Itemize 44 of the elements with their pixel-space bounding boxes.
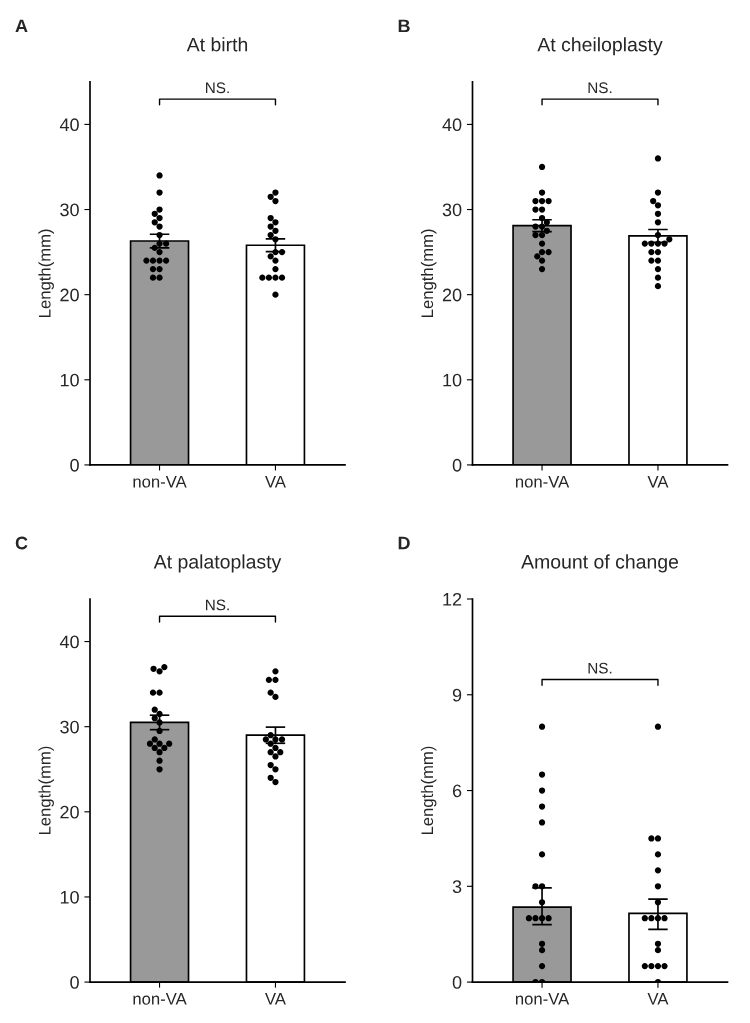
y-tick-label: 30 <box>60 720 79 734</box>
y-tick-label: 10 <box>443 373 462 387</box>
chart-title: At birth <box>186 37 248 52</box>
y-tick-label: 30 <box>60 203 79 217</box>
y-tick-label: 6 <box>452 784 462 798</box>
y-tick-label: 30 <box>442 203 462 217</box>
y-tick-label: 20 <box>60 288 79 302</box>
y-tick-label: 9 <box>452 688 462 702</box>
y-tick-label: 12 <box>443 592 462 606</box>
y-tick-label: 40 <box>442 118 462 132</box>
y-tick-label: 3 <box>452 880 462 894</box>
x-tick-label: non-VA <box>515 993 570 1005</box>
y-tick-label: 0 <box>70 458 79 472</box>
text: C <box>15 536 28 550</box>
text: B <box>398 19 410 33</box>
y-tick-label: 40 <box>59 635 79 649</box>
x-tick-label: non-VA <box>133 475 187 488</box>
y-tick-label: 0 <box>452 976 462 989</box>
y-tick-label: 10 <box>60 373 79 387</box>
y-axis-title: Length(mm) <box>420 746 437 835</box>
y-tick-label: 20 <box>442 288 462 302</box>
y-tick-label: 0 <box>70 976 79 989</box>
y-tick-label: 40 <box>59 118 79 132</box>
annotation: NS. <box>588 82 612 94</box>
x-tick-label: non-VA <box>133 993 187 1005</box>
y-tick-label: 0 <box>452 458 462 472</box>
chart-title: At palatoplasty <box>153 554 282 573</box>
y-axis-title: Length(mm) <box>420 229 437 317</box>
chart-title: Amount of change <box>521 554 679 573</box>
y-axis-title: Length(mm) <box>38 746 54 835</box>
x-tick-label: VA <box>265 475 286 488</box>
y-tick-label: 20 <box>60 805 79 819</box>
chart-title: At cheiloplasty <box>537 37 663 56</box>
annotation: NS. <box>588 662 612 674</box>
x-tick-label: VA <box>647 475 669 488</box>
x-tick-label: VA <box>265 993 286 1005</box>
y-tick-label: 10 <box>60 890 79 904</box>
annotation: NS. <box>206 599 229 611</box>
text: D <box>398 536 410 550</box>
annotation: NS. <box>206 82 229 94</box>
x-tick-label: VA <box>647 993 669 1005</box>
text: A <box>15 19 28 33</box>
x-tick-label: non-VA <box>515 475 570 488</box>
y-axis-title: Length(mm) <box>38 229 54 317</box>
